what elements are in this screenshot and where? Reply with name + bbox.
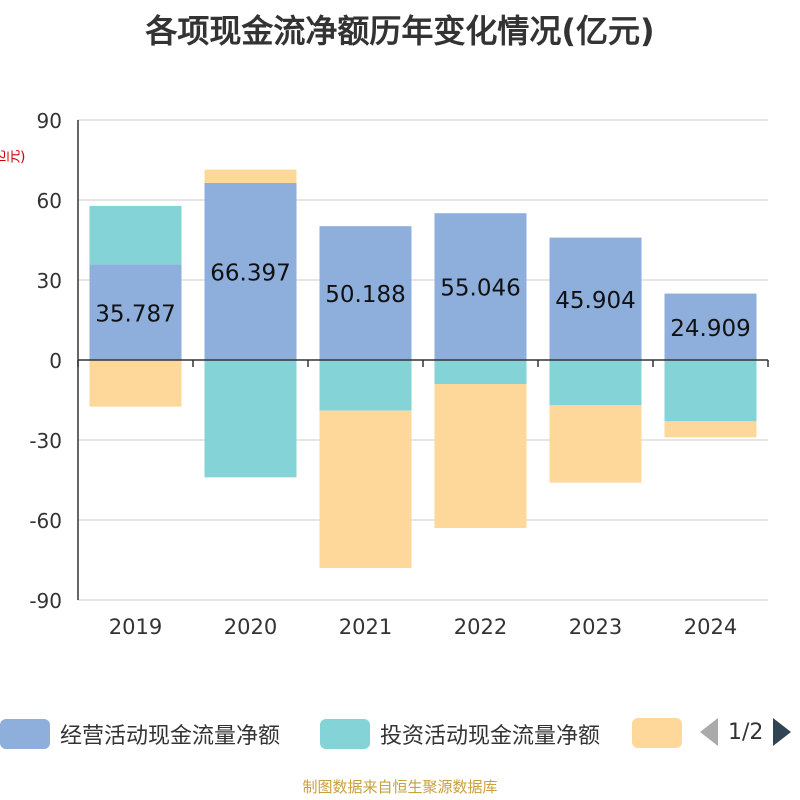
- data-source: 制图数据来自恒生聚源数据库: [302, 778, 498, 796]
- data-label-2019: 35.787: [95, 301, 175, 327]
- data-label-2022: 55.046: [440, 276, 520, 302]
- data-label-2020: 66.397: [210, 260, 290, 286]
- bar-investing-2021[interactable]: [319, 360, 412, 411]
- prev-page-icon[interactable]: [700, 718, 718, 746]
- legend-pager: 1/2: [700, 718, 792, 746]
- bar-investing-2020[interactable]: [204, 360, 297, 478]
- x-tick-label-2020: 2020: [224, 615, 277, 639]
- x-tick-label-2021: 2021: [339, 615, 392, 639]
- bar-operating-2024[interactable]: [664, 293, 757, 360]
- legend-page-indicator: 1/2: [728, 719, 764, 745]
- chart-canvas: 35.787 66.397 50.188 55.046 45.904 24.909 90 6…: [29, 109, 769, 639]
- bar-operating-2023[interactable]: [549, 237, 642, 360]
- data-labels: 35.787 66.397 50.188 55.046 45.904 24.909: [95, 260, 750, 341]
- y-tick-label: 0: [49, 349, 62, 373]
- y-tick-label: -30: [29, 429, 62, 453]
- x-tick-label-2019: 2019: [109, 615, 162, 639]
- y-tick-label: 30: [37, 269, 62, 293]
- legend-item-investing[interactable]: 投资活动现金流量净额: [320, 718, 600, 750]
- legend-label-operating: 经营活动现金流量净额: [60, 724, 281, 749]
- data-label-2021: 50.188: [325, 282, 405, 308]
- x-tick-label-2024: 2024: [684, 615, 737, 639]
- bar-investing-2023[interactable]: [549, 360, 642, 406]
- bar-investing-2019[interactable]: [89, 205, 182, 265]
- bar-financing-2024[interactable]: [664, 421, 757, 438]
- x-tick-label-2022: 2022: [454, 615, 507, 639]
- legend-item-operating[interactable]: 经营活动现金流量净额: [0, 718, 280, 750]
- x-tick-label-2023: 2023: [569, 615, 622, 639]
- legend-swatch-operating: [0, 719, 50, 749]
- bar-operating-2020[interactable]: [204, 182, 297, 360]
- bar-financing-2021[interactable]: [319, 410, 412, 568]
- bar-operating-2022[interactable]: [434, 213, 527, 360]
- data-label-2024: 24.909: [670, 316, 750, 342]
- axes: 90 60 30 0 -30 -60 -90 2019 2020 2021 2022 2023 2024: [29, 109, 769, 639]
- legend-swatch-investing: [320, 719, 370, 749]
- data-label-2023: 45.904: [555, 288, 635, 314]
- bar-financing-2022[interactable]: [434, 384, 527, 528]
- bar-operating-2021[interactable]: [319, 226, 412, 360]
- bar-operating-2019[interactable]: [89, 264, 182, 360]
- y-tick-label: -90: [29, 589, 62, 613]
- bars: [89, 169, 757, 568]
- bar-investing-2024[interactable]: [664, 360, 757, 422]
- y-tick-label: -60: [29, 509, 62, 533]
- bar-financing-2019[interactable]: [89, 360, 182, 407]
- next-page-icon[interactable]: [773, 718, 792, 746]
- legend-label-investing: 投资活动现金流量净额: [380, 724, 601, 749]
- y-tick-label: 90: [37, 109, 62, 133]
- legend-item-financing[interactable]: [632, 718, 692, 748]
- bar-financing-2020[interactable]: [204, 169, 297, 183]
- chart-title: 各项现金流净额历年变化情况(亿元): [145, 12, 655, 50]
- bar-financing-2023[interactable]: [549, 405, 642, 483]
- bar-investing-2022[interactable]: [434, 360, 527, 384]
- legend: 经营活动现金流量净额 投资活动现金流量净额 1/2: [0, 712, 800, 758]
- y-tick-label: 60: [37, 189, 62, 213]
- legend-swatch-financing: [632, 718, 682, 748]
